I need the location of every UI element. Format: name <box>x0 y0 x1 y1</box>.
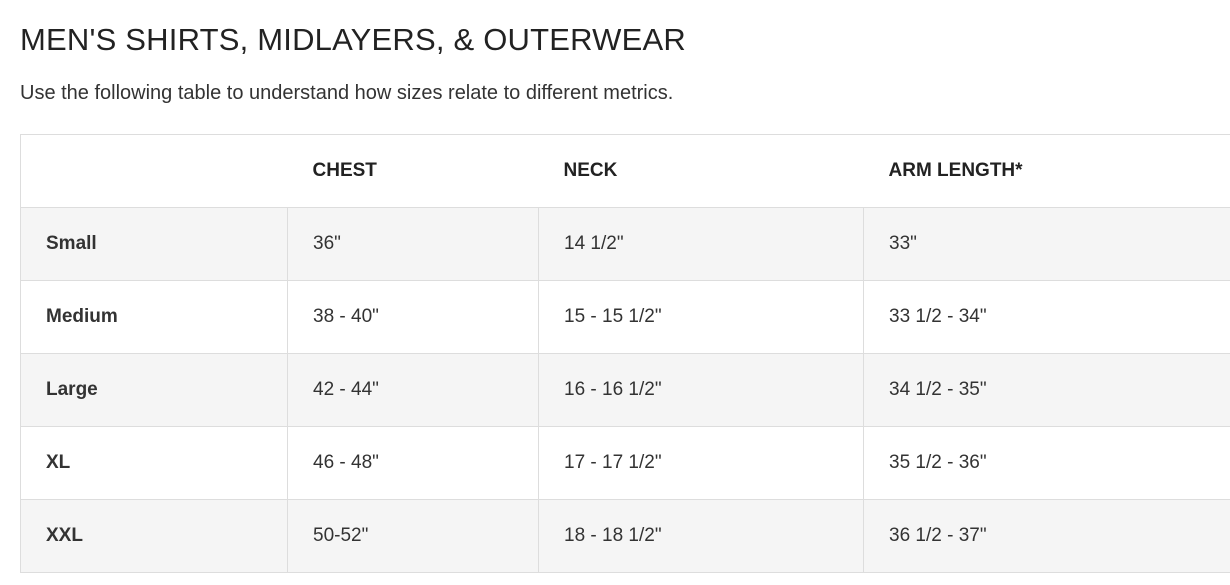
page-subtitle: Use the following table to understand ho… <box>20 82 674 104</box>
header-chest: CHEST <box>287 134 539 208</box>
header-arm-length: ARM LENGTH* <box>863 134 1230 208</box>
size-chart-table: CHEST NECK ARM LENGTH* Small 36" 14 1/2" 33… <box>20 134 1230 573</box>
cell-arm-length: 33 1/2 - 34" <box>863 280 1230 354</box>
table-row: Small 36" 14 1/2" 33" <box>20 207 1230 281</box>
cell-neck: 16 - 16 1/2" <box>538 353 864 427</box>
cell-neck: 14 1/2" <box>538 207 864 281</box>
cell-arm-length: 34 1/2 - 35" <box>863 353 1230 427</box>
cell-arm-length: 35 1/2 - 36" <box>863 426 1230 500</box>
cell-size: Small <box>20 207 288 281</box>
table-row: XL 46 - 48" 17 - 17 1/2" 35 1/2 - 36" <box>20 426 1230 500</box>
cell-neck: 18 - 18 1/2" <box>538 499 864 573</box>
header-neck: NECK <box>538 134 864 208</box>
table-header-row: CHEST NECK ARM LENGTH* <box>20 134 1230 208</box>
page-title: MEN'S SHIRTS, MIDLAYERS, & OUTERWEAR <box>20 22 686 57</box>
cell-size: XXL <box>20 499 288 573</box>
table-row: XXL 50-52" 18 - 18 1/2" 36 1/2 - 37" <box>20 499 1230 573</box>
cell-chest: 46 - 48" <box>287 426 539 500</box>
cell-neck: 17 - 17 1/2" <box>538 426 864 500</box>
cell-arm-length: 33" <box>863 207 1230 281</box>
header-size <box>20 134 288 208</box>
table-row: Large 42 - 44" 16 - 16 1/2" 34 1/2 - 35" <box>20 353 1230 427</box>
table-row: Medium 38 - 40" 15 - 15 1/2" 33 1/2 - 34" <box>20 280 1230 354</box>
cell-chest: 42 - 44" <box>287 353 539 427</box>
cell-chest: 36" <box>287 207 539 281</box>
cell-neck: 15 - 15 1/2" <box>538 280 864 354</box>
cell-chest: 50-52" <box>287 499 539 573</box>
cell-size: Large <box>20 353 288 427</box>
cell-size: XL <box>20 426 288 500</box>
cell-arm-length: 36 1/2 - 37" <box>863 499 1230 573</box>
cell-chest: 38 - 40" <box>287 280 539 354</box>
cell-size: Medium <box>20 280 288 354</box>
